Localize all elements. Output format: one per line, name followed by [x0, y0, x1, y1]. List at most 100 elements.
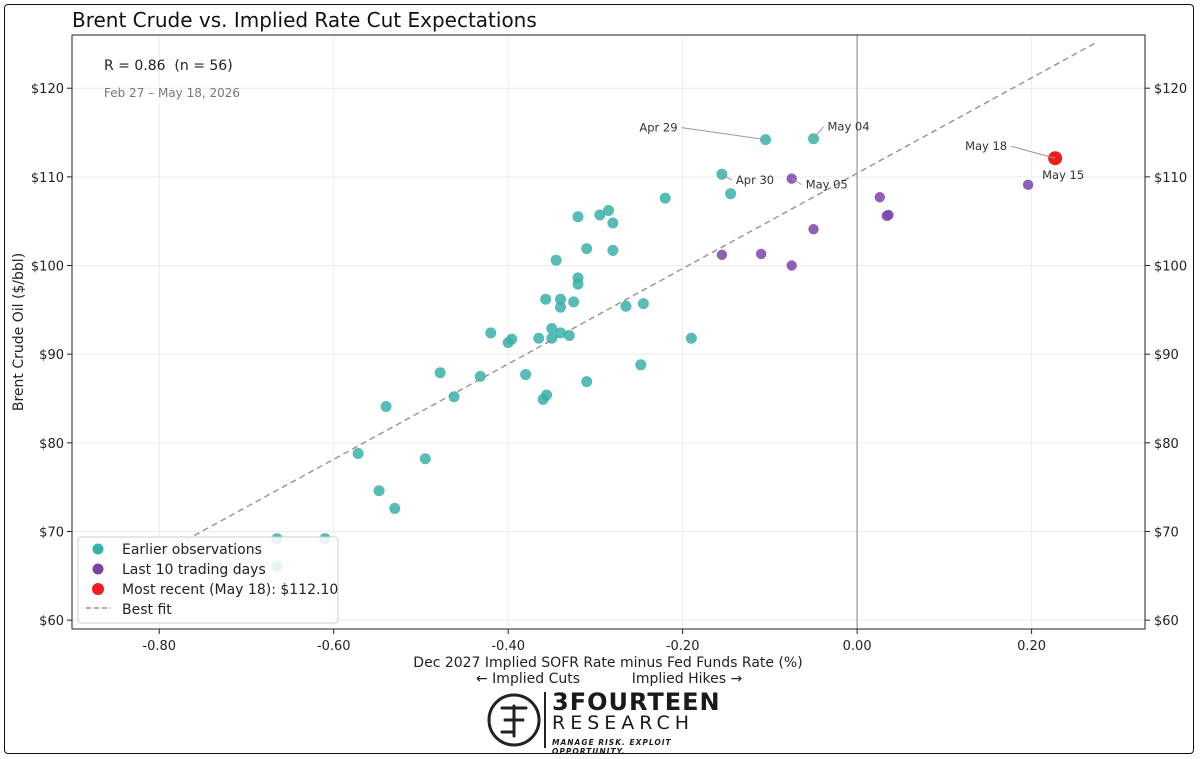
annotation-label: May 18: [965, 139, 1007, 153]
gridlines: [72, 35, 1145, 629]
x-tick-label: 0.20: [1017, 639, 1046, 654]
point-earlier: [594, 209, 606, 221]
y-tick-label-right: $70: [1154, 525, 1179, 540]
best-fit-line-group: [185, 41, 1098, 542]
point-recent: [1022, 179, 1034, 191]
y-tick-label-left: $100: [31, 260, 64, 275]
point-earlier: [659, 192, 671, 204]
point-earlier: [607, 244, 619, 256]
point-earlier: [389, 502, 401, 514]
point-earlier: [546, 332, 558, 344]
legend-marker-latest: [92, 583, 104, 595]
point-earlier: [637, 298, 649, 310]
annotation-label: May 05: [806, 178, 848, 192]
y-tick-label-right: $90: [1154, 348, 1179, 363]
point-earlier: [448, 391, 460, 403]
y-tick-label-left: $70: [39, 525, 64, 540]
y-tick-label-right: $100: [1154, 260, 1187, 275]
annotation-leader: [791, 178, 802, 186]
point-earlier: [520, 369, 532, 381]
point-earlier: [568, 296, 580, 308]
annotation-leader: [721, 173, 733, 181]
figure-frame: [4, 4, 1194, 754]
legend-box: [77, 536, 339, 624]
point-recent: [786, 260, 797, 271]
point-earlier: [485, 327, 497, 339]
correlation-stat: R = 0.86 (n = 56): [104, 58, 233, 74]
point-earlier: [373, 485, 385, 497]
annotation-label: Apr 30: [736, 173, 774, 187]
logo-brand: 3FOURTEEN: [552, 688, 721, 716]
point-recent: [881, 210, 892, 222]
y-tick-label-right: $110: [1154, 171, 1187, 186]
date-range: Feb 27 – May 18, 2026: [104, 86, 240, 100]
legend-label-fit: Best fit: [122, 602, 172, 618]
legend-marker-earlier: [92, 543, 104, 555]
point-earlier: [620, 300, 632, 312]
annotations: Apr 29 May 04 Apr 30 May 05 May 18 May 15: [639, 120, 1084, 192]
plot-border: [71, 34, 1146, 630]
point-earlier: [607, 217, 619, 229]
legend-label-earlier: Earlier observations: [122, 542, 262, 558]
point-earlier: [541, 389, 553, 401]
logo-tagline: MANAGE RISK. EXPLOIT OPPORTUNITY.: [552, 738, 672, 756]
point-earlier: [581, 243, 593, 255]
legend: Earlier observations Last 10 trading day…: [77, 536, 339, 624]
chart-title: Brent Crude vs. Implied Rate Cut Expecta…: [72, 8, 537, 32]
y-tick-label-right: $120: [1154, 82, 1187, 97]
annotation-label: Apr 29: [639, 121, 677, 135]
best-fit-line: [185, 41, 1098, 542]
point-earlier: [434, 367, 446, 379]
point-earlier: [725, 188, 737, 200]
y-tick-label-left: $110: [31, 171, 64, 186]
logo-divider: [544, 692, 546, 748]
point-earlier: [603, 205, 614, 217]
y-tick-label-left: $80: [39, 437, 64, 452]
point-earlier: [555, 327, 567, 339]
x-tick-label: -0.20: [666, 639, 700, 654]
x-tick-label: -0.40: [491, 639, 525, 654]
point-earlier: [581, 376, 593, 388]
logo-subtitle: RESEARCH: [552, 712, 695, 734]
point-earlier: [572, 278, 584, 290]
legend-label-latest: Most recent (May 18): $112.10: [122, 582, 338, 598]
point-earlier: [474, 370, 486, 382]
point-earlier: [572, 211, 584, 223]
legend-label-recent: Last 10 trading days: [122, 562, 266, 578]
point-earlier: [555, 293, 567, 305]
point-earlier: [635, 359, 647, 371]
axes: -0.80 -0.60 -0.40 -0.20 0.00 0.20 $60 $60 $70 $70…: [31, 82, 1187, 654]
point-earlier: [563, 330, 575, 342]
point-earlier: [380, 400, 392, 412]
logo-mark-icon: [487, 693, 541, 747]
point-earlier: [352, 447, 364, 459]
annotation-label: May 04: [828, 120, 870, 134]
point-earlier: [685, 332, 697, 344]
y-tick-label-right: $60: [1154, 614, 1179, 629]
legend-marker-recent: [92, 563, 104, 575]
point-earlier: [506, 333, 518, 345]
point-recent: [808, 223, 819, 235]
point-earlier: [550, 254, 562, 266]
annotation-leader: [1011, 145, 1056, 159]
annotation-label: May 15: [1042, 168, 1084, 182]
x-axis-label-hikes: Implied Hikes →: [632, 671, 743, 687]
x-tick-label: -0.60: [317, 639, 351, 654]
x-tick-label: -0.80: [142, 639, 176, 654]
y-tick-label-left: $90: [39, 348, 64, 363]
annotation-leader: [681, 127, 766, 141]
x-axis-label-cuts: ← Implied Cuts: [476, 671, 580, 687]
point-earlier: [555, 301, 567, 313]
annotation-leader: [813, 126, 824, 140]
brand-logo: 3FOURTEEN RESEARCH MANAGE RISK. EXPLOIT …: [486, 688, 726, 756]
x-axis-label: Dec 2027 Implied SOFR Rate minus Fed Fun…: [413, 655, 802, 671]
x-tick-label: 0.00: [843, 639, 872, 654]
plot-area: [72, 35, 1145, 629]
point-recent: [716, 249, 728, 261]
y-tick-label-right: $80: [1154, 437, 1179, 452]
point-recent: [874, 192, 886, 203]
y-tick-label-left: $60: [39, 614, 64, 629]
point-earlier: [546, 322, 558, 334]
y-tick-label-left: $120: [31, 82, 64, 97]
